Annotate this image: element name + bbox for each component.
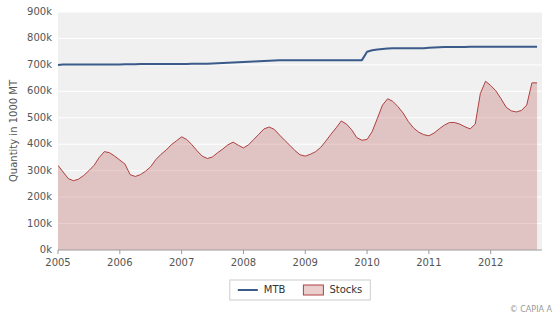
series-line xyxy=(58,47,537,65)
legend-swatch xyxy=(238,289,258,291)
x-axis-line xyxy=(58,250,542,251)
x-tick-label: 2011 xyxy=(416,257,441,268)
x-tick xyxy=(367,250,368,254)
stocks-area xyxy=(58,81,537,250)
y-tick-label: 800k xyxy=(27,32,52,43)
y-tick-label: 100k xyxy=(27,218,52,229)
legend-label: MTB xyxy=(264,284,286,295)
legend-label: Stocks xyxy=(329,284,362,295)
x-tick-label: 2006 xyxy=(107,257,132,268)
chart-container: 0k 100k 200k 300k 400k 500k 600k 700k 800k 900k 20… xyxy=(0,0,556,316)
area-outline xyxy=(58,81,537,180)
x-tick xyxy=(243,250,244,254)
plot-background xyxy=(58,12,542,250)
y-tick-label: 0k xyxy=(40,244,52,255)
y-axis-label: Quantity in 1000 MT xyxy=(8,79,19,182)
x-tick-label: 2005 xyxy=(45,257,70,268)
chart: 0k 100k 200k 300k 400k 500k 600k 700k 800k 900k 20… xyxy=(0,0,556,316)
y-tick-label: 200k xyxy=(27,191,52,202)
grid-line xyxy=(58,117,542,118)
y-tick-label: 700k xyxy=(27,59,52,70)
x-tick xyxy=(490,250,491,254)
plot-data xyxy=(58,47,537,250)
x-tick xyxy=(119,250,120,254)
x-ticks: 2005 2006 2007 2008 2009 2010 2011 2012 xyxy=(45,250,503,268)
x-tick xyxy=(181,250,182,254)
legend-item: MTB xyxy=(238,284,286,295)
x-tick xyxy=(305,250,306,254)
x-tick-label: 2010 xyxy=(354,257,379,268)
y-tick-label: 900k xyxy=(27,6,52,17)
x-tick-label: 2009 xyxy=(293,257,318,268)
x-tick-label: 2012 xyxy=(478,257,503,268)
watermark: © CAPIA A xyxy=(510,305,553,314)
grid-line xyxy=(58,38,542,39)
x-tick xyxy=(58,250,59,254)
legend-item: Stocks xyxy=(303,284,362,295)
legend-frame xyxy=(230,280,370,300)
grid-line xyxy=(58,91,542,92)
y-tick-label: 400k xyxy=(27,138,52,149)
y-tick-label: 600k xyxy=(27,85,52,96)
x-tick-label: 2007 xyxy=(169,257,194,268)
grid-line xyxy=(58,12,542,13)
x-tick-label: 2008 xyxy=(231,257,256,268)
legend-swatch xyxy=(303,285,323,295)
grid-line xyxy=(58,250,542,251)
y-tick-label: 500k xyxy=(27,112,52,123)
y-tick-label: 300k xyxy=(27,165,52,176)
y-grid xyxy=(58,12,542,250)
x-tick xyxy=(428,250,429,254)
y-ticks: 0k 100k 200k 300k 400k 500k 600k 700k 800k 900k xyxy=(27,6,52,255)
legend: MTB Stocks xyxy=(230,280,370,300)
